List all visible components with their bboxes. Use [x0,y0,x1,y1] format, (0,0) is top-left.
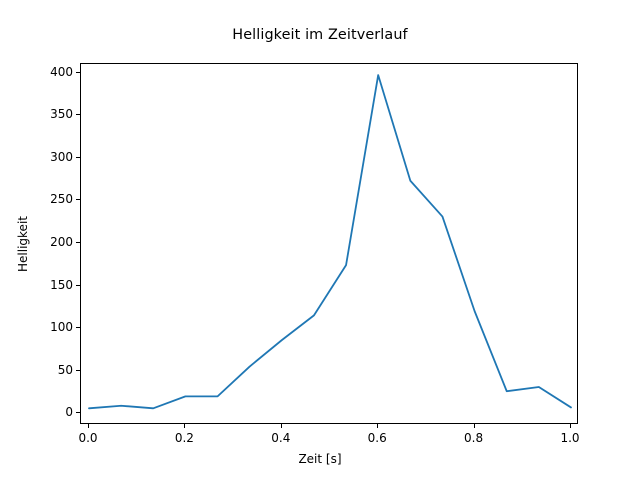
x-tick-label: 1.0 [560,431,580,445]
x-tick-label: 0.4 [271,431,291,445]
x-tick-mark [280,424,282,428]
y-tick-mark [76,369,80,371]
y-tick-label: 400 [50,64,73,79]
data-line-svg [88,74,572,410]
x-tick-mark [184,424,186,428]
plot-area [80,63,578,424]
data-line-series-helligkeit [88,74,572,410]
y-tick-mark [76,199,80,201]
x-tick-label: 0.6 [367,431,387,445]
y-tick-mark [76,71,80,73]
y-tick-label: 50 [57,362,73,377]
x-tick-label: 0.8 [464,431,484,445]
y-tick-mark [76,114,80,116]
y-tick-label: 200 [50,234,73,249]
x-tick-mark [473,424,475,428]
y-tick-label: 350 [50,107,73,122]
y-tick-mark [76,156,80,158]
x-axis-label: Zeit [s] [298,452,342,466]
y-tick-label: 0 [65,405,73,420]
y-tick-mark [76,241,80,243]
x-tick-mark [569,424,571,428]
x-tick-label: 0.0 [78,431,98,445]
y-tick-mark [76,284,80,286]
x-tick-label: 0.2 [174,431,194,445]
y-tick-mark [76,412,80,414]
x-tick-mark [88,424,89,428]
x-tick-mark [377,424,379,428]
y-tick-label: 150 [50,277,73,292]
y-tick-label: 300 [50,149,73,164]
y-tick-label: 100 [50,320,73,335]
chart-title: Helligkeit im Zeitverlauf [232,27,408,43]
y-tick-mark [76,327,80,329]
y-tick-label: 250 [50,192,73,207]
